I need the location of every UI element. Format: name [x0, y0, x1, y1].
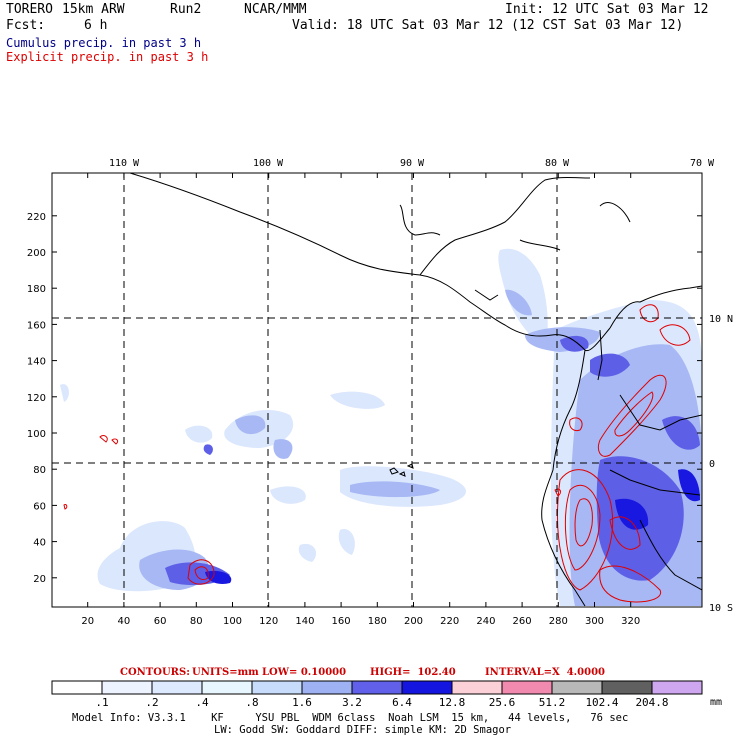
- colorbar-label: 25.6: [488, 696, 516, 709]
- y-tick-label: 20: [33, 574, 46, 585]
- cumulus-legend: Cumulus precip. in past 3 h: [6, 36, 202, 50]
- coastlines: [129, 173, 702, 607]
- lonlat-labels: 110 W 100 W 90 W 80 W 70 W 10 N 0 10 S: [109, 158, 733, 614]
- colorbar-unit: mm: [710, 697, 723, 708]
- init-time: Init: 12 UTC Sat 03 Mar 12: [505, 2, 709, 17]
- x-tick-label: 280: [549, 616, 568, 627]
- contour-label: CONTOURS:: [120, 667, 190, 678]
- colorbar-swatch: [51, 680, 103, 695]
- x-tick-label: 240: [476, 616, 495, 627]
- axis-ticks: [52, 173, 702, 607]
- y-tick-label: 200: [27, 248, 46, 259]
- x-tick-label: 220: [440, 616, 459, 627]
- y-tick-label: 140: [27, 357, 46, 368]
- x-tick-label: 200: [404, 616, 423, 627]
- colorbar-label: 3.2: [342, 696, 362, 709]
- colorbar-label: 1.6: [292, 696, 312, 709]
- lon-label: 70 W: [690, 158, 715, 169]
- colorbar-swatch: [301, 680, 353, 695]
- model-org: NCAR/MMM: [244, 2, 307, 17]
- colorbar-label: .1: [95, 696, 109, 709]
- contour-interval: INTERVAL=X 4.0000: [485, 667, 605, 678]
- model-run: Run2: [170, 2, 202, 17]
- x-tick-label: 180: [368, 616, 387, 627]
- valid-time: Valid: 18 UTC Sat 03 Mar 12 (12 CST Sat …: [292, 18, 684, 33]
- colorbar-label: .8: [245, 696, 259, 709]
- colorbar-label: .2: [145, 696, 159, 709]
- colorbar-label: 6.4: [392, 696, 412, 709]
- colorbar-swatch: [601, 680, 653, 695]
- lon-label: 110 W: [109, 158, 140, 169]
- y-tick-label: 60: [33, 501, 46, 512]
- model-info-line1: Model Info: V3.3.1 KF YSU PBL WDM 6class…: [72, 712, 629, 724]
- colorbar-label: .4: [195, 696, 209, 709]
- lat-label: 10 S: [709, 603, 733, 614]
- y-tick-label: 80: [33, 465, 46, 476]
- axis-tick-labels: 20 40 60 80 100 120 140 160 180 200 220 240 260 280 30…: [27, 212, 640, 627]
- forecast-label: Fcst:: [6, 18, 46, 33]
- y-tick-label: 120: [27, 393, 46, 404]
- colorbar-label: 51.2: [538, 696, 566, 709]
- lat-label: 10 N: [709, 314, 733, 325]
- contour-units: UNITS=mm: [192, 667, 259, 678]
- x-tick-label: 120: [259, 616, 278, 627]
- contour-high: HIGH= 102.40: [370, 667, 456, 678]
- lon-label: 80 W: [545, 158, 570, 169]
- colorbar-label: 12.8: [438, 696, 466, 709]
- precip-fields: [60, 248, 702, 606]
- x-tick-label: 300: [585, 616, 604, 627]
- y-tick-label: 160: [27, 320, 46, 331]
- colorbar-swatch: [551, 680, 603, 695]
- y-tick-label: 180: [27, 284, 46, 295]
- colorbar-swatch: [501, 680, 553, 695]
- model-name: TORERO: [6, 2, 53, 17]
- x-tick-label: 260: [513, 616, 532, 627]
- colorbar-label: 204.8: [635, 696, 669, 709]
- y-tick-label: 40: [33, 538, 46, 549]
- model-info-line2: LW: Godd SW: Goddard DIFF: simple KM: 2D…: [214, 724, 512, 736]
- x-tick-label: 140: [295, 616, 314, 627]
- forecast-hour: 6 h: [84, 18, 108, 33]
- x-tick-label: 80: [190, 616, 203, 627]
- colorbar-swatch: [451, 680, 503, 695]
- lon-label: 100 W: [253, 158, 284, 169]
- explicit-legend: Explicit precip. in past 3 h: [6, 50, 209, 64]
- contour-low: LOW= 0.10000: [262, 667, 347, 678]
- lat-label: 0: [709, 459, 715, 470]
- colorbar-swatch: [251, 680, 303, 695]
- colorbar-swatch: [201, 680, 253, 695]
- x-tick-label: 100: [223, 616, 242, 627]
- colorbar-swatch: [651, 680, 703, 695]
- x-tick-label: 60: [154, 616, 167, 627]
- y-tick-label: 220: [27, 212, 46, 223]
- x-tick-label: 160: [332, 616, 351, 627]
- colorbar-swatch: [101, 680, 153, 695]
- lon-label: 90 W: [400, 158, 425, 169]
- x-tick-label: 20: [81, 616, 94, 627]
- colorbar-swatch: [151, 680, 203, 695]
- x-tick-label: 320: [621, 616, 640, 627]
- colorbar-label: 102.4: [585, 696, 619, 709]
- colorbar-swatch: [401, 680, 453, 695]
- model-resolution: 15km ARW: [62, 2, 125, 17]
- latlon-grid: [52, 173, 702, 607]
- x-tick-label: 40: [118, 616, 131, 627]
- colorbar-swatch: [351, 680, 403, 695]
- y-tick-label: 100: [27, 429, 46, 440]
